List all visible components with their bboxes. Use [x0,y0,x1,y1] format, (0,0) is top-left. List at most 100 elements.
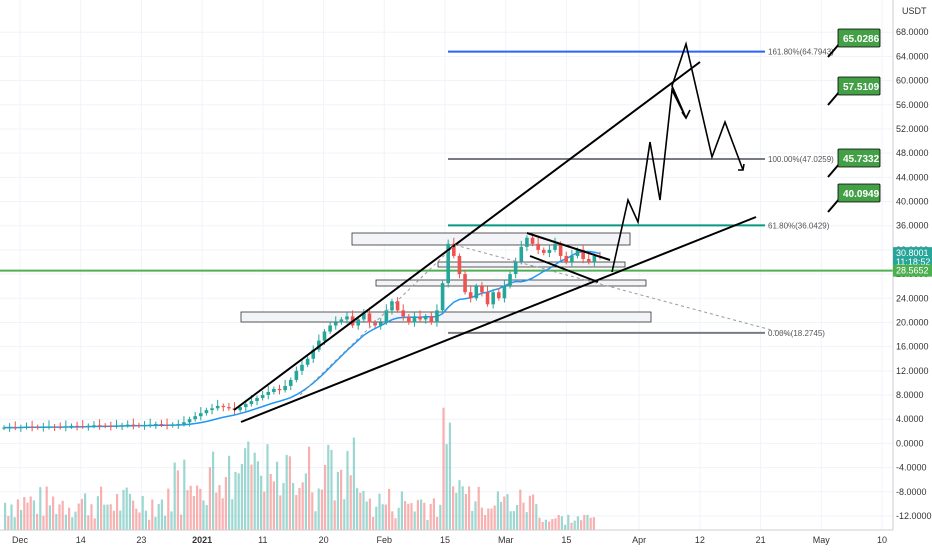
candle-body [530,237,535,244]
candle-body [64,426,68,428]
volume-bar [16,499,19,530]
volume-bar [445,444,448,530]
candle-body [440,283,445,311]
volume-bar [116,493,119,530]
volume-bar [218,485,221,530]
candle-body [429,316,434,323]
volume-bar [39,487,42,530]
candle-body [142,425,147,427]
candle-body [114,425,119,427]
candle-body [131,424,136,426]
candle-body [446,243,450,284]
fib-label: 100.00%(47.0259) [768,155,834,164]
volume-bar [132,500,135,530]
candle-body [328,325,332,332]
candle-body [345,316,349,320]
volume-bar [45,486,48,530]
volume-bar [423,502,426,530]
volume-bar [228,455,231,530]
volume-bar [330,449,333,530]
volume-bar [484,514,487,530]
candle-body [502,286,507,299]
volume-bar [256,461,259,530]
volume-bar [391,511,394,530]
x-tick-label: May [813,535,831,545]
volume-bar [7,515,10,530]
volume-bar [477,486,480,530]
volume-bar [368,498,371,530]
candle-body [373,322,377,326]
candle-body [170,424,175,426]
candle-body [541,249,546,253]
volume-bar [170,511,173,530]
candle-body [547,249,552,253]
target-label-bg [837,148,881,168]
candle-body [255,398,259,402]
candle-body [496,292,501,299]
volume-bar [538,517,541,530]
volume-bar [215,492,218,530]
candle-body [58,426,63,428]
y-tick-label: 8.0000 [896,390,924,400]
volume-bar [125,487,128,530]
y-tick-label: -8.0000 [896,487,927,497]
candle-body [575,249,580,256]
volume-bar [36,513,39,530]
volume-bar [173,462,176,530]
volume-bar [167,488,170,530]
candle-body [452,243,456,256]
fib-levels: 161.80%(64.7943) 100.00%(47.0259) 61.80%(3… [0,48,893,338]
volume-bar [269,473,272,530]
volume-bar [320,489,323,530]
candle-body [412,316,417,323]
volume-bar [84,493,87,530]
volume-bar [212,451,215,530]
candle-body [176,424,181,426]
candle-body [480,286,484,293]
x-tick-label: Mar [498,535,514,545]
volume-bar [567,514,570,530]
candle-body [249,401,254,405]
volume-bar [439,504,442,530]
candle-body [525,237,529,247]
candle-body [474,286,479,299]
volume-bar [471,511,474,530]
volume-bar [388,488,391,530]
candle-body [52,426,57,428]
volume-bar [413,511,416,530]
candle-body [317,340,321,350]
volume-bar [288,456,291,530]
y-tick-label: 4.0000 [896,414,924,424]
volume-bar [176,470,179,530]
volume-bar [42,515,45,530]
candle-body [69,425,74,427]
zone-box [351,232,631,246]
volume-bar [343,499,346,530]
volume-bar [583,514,586,530]
volume-bar [100,486,103,530]
last-price: 30.8001 [896,248,929,258]
volume-bar [295,495,298,530]
volume-bar [266,444,269,530]
candle-body [305,358,310,365]
upper-trendline [233,61,701,411]
moving-average [3,250,601,429]
volume-bar [381,504,384,530]
x-tick-label: 10 [877,535,887,545]
volume-bar [519,489,522,530]
volume-bar [196,485,199,530]
volume-bar [384,504,387,530]
volume-bar [128,493,131,530]
candle-body [322,331,327,341]
volume-bar [490,508,493,530]
candle-body [204,410,209,414]
volume-bar [324,464,327,530]
volume-bar [317,488,320,530]
volume-bar [493,505,496,530]
volume-bar [202,500,205,530]
flag-top [526,232,611,261]
volume-bar [4,502,7,530]
x-tick-label: 14 [76,535,86,545]
